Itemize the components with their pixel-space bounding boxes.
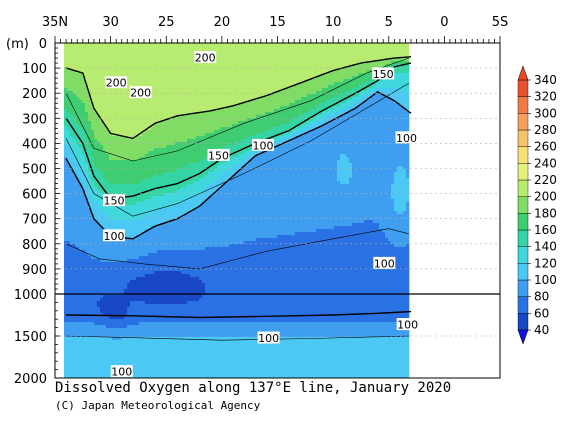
y-tick-label: 600: [22, 188, 47, 203]
y-tick-label: 800: [22, 238, 47, 253]
contour-label-bg: [105, 76, 128, 89]
contour-100-upper: [65, 91, 412, 240]
y-tick-label: 900: [22, 263, 47, 278]
contour-label: 150: [373, 68, 394, 81]
contour-label: 100: [103, 230, 124, 243]
colorbar-bin: [517, 146, 529, 164]
colorbar: 340 320 300 280 260 240 220 200 180 160 140 120 100 8…: [517, 65, 557, 345]
colorbar-bin: [517, 296, 529, 314]
contour-label: 100: [396, 132, 417, 145]
colorbar-label: 320: [534, 90, 557, 104]
contour-label-bg: [257, 331, 280, 344]
x-tick-label: 15: [269, 15, 286, 30]
y-tick-label: 200: [22, 87, 47, 102]
y-tick-label: 2000: [14, 372, 47, 387]
contour-label: 100: [397, 319, 418, 332]
contour-label-bg: [102, 194, 125, 207]
colorbar-label: 100: [534, 273, 557, 287]
colorbar-bin: [517, 313, 529, 331]
contour-100-deep: [66, 310, 412, 319]
contour-thin-80: [65, 228, 409, 270]
colorbar-bin: [517, 229, 529, 247]
x-tick-label: 5: [385, 15, 393, 30]
contour-label-bg: [372, 67, 395, 80]
colorbar-label: 140: [534, 240, 557, 254]
colorbar-label: 40: [534, 323, 549, 337]
colorbar-bin: [517, 263, 529, 281]
x-tick-label: 20: [214, 15, 231, 30]
x-tick-label: 30: [102, 15, 119, 30]
colorbar-label: 160: [534, 223, 557, 237]
colorbar-bin: [517, 163, 529, 181]
colorbar-bin: [517, 79, 529, 97]
y-tick-label: 300: [22, 112, 47, 127]
chart-title: Dissolved Oxygen along 137°E line, Janua…: [55, 380, 451, 396]
colorbar-bin: [517, 279, 529, 297]
contour-label-bg: [194, 51, 217, 64]
contour-label-bg: [395, 131, 418, 144]
y-tick-label: 0: [39, 37, 47, 52]
colorbar-label: 280: [534, 123, 557, 137]
colorbar-min-arrow: [517, 329, 529, 345]
colorbar-label: 260: [534, 140, 557, 154]
y-axis: 0 100 200 300 400 500 600 700 800 900 1000 1500 2000: [14, 37, 60, 387]
y-tick-label: 400: [22, 137, 47, 152]
x-tick-label: 25: [158, 15, 175, 30]
colorbar-label: 60: [534, 306, 549, 320]
contour-label: 100: [258, 332, 279, 345]
contour-label-bg: [102, 229, 125, 242]
contour-200: [65, 56, 412, 140]
colorbar-bin: [517, 96, 529, 114]
grid-lines: [55, 67, 500, 337]
colorbar-label: 200: [534, 190, 557, 204]
contour-label: 200: [195, 52, 216, 65]
y-tick-label: 100: [22, 62, 47, 77]
x-tick-label: 35N: [42, 15, 68, 30]
contour-label-bg: [252, 138, 275, 151]
colorbar-label: 180: [534, 206, 557, 220]
contour-label: 150: [103, 195, 124, 208]
y-tick-label: 1500: [14, 330, 47, 345]
contour-label: 200: [106, 77, 127, 90]
contour-label-bg: [129, 86, 152, 99]
y-tick-label: 700: [22, 213, 47, 228]
contour-label-bg: [207, 148, 230, 161]
colorbar-bin: [517, 196, 529, 214]
contour-label: 100: [253, 139, 274, 152]
colorbar-label: 80: [534, 290, 549, 304]
colorbar-max-arrow: [517, 65, 529, 81]
colorbar-label: 220: [534, 173, 557, 187]
colorbar-label: 120: [534, 256, 557, 270]
x-tick-label: 10: [325, 15, 342, 30]
x-tick-label: 5S: [492, 15, 509, 30]
colorbar-bin: [517, 246, 529, 264]
contour-label: 150: [208, 149, 229, 162]
x-axis: 35N 30 25 20 15 10 5 0 5S: [42, 15, 508, 43]
y-tick-label: 1000: [14, 288, 47, 303]
contour-thin-120: [65, 82, 409, 217]
y-axis-label: (m): [6, 37, 29, 52]
contour-label: 200: [130, 87, 151, 100]
contour-label-bg: [396, 318, 419, 331]
contour-lines: [65, 56, 412, 341]
colorbar-label: 340: [534, 73, 557, 87]
colorbar-label: 240: [534, 156, 557, 170]
colorbar-bin: [517, 213, 529, 231]
contour-label-bg: [373, 256, 396, 269]
colorbar-label: 300: [534, 106, 557, 120]
colorbar-bin: [517, 129, 529, 147]
contour-thin-180: [65, 57, 409, 162]
x-tick-label: 0: [440, 15, 448, 30]
contour-label: 100: [111, 366, 132, 379]
contour-label: 100: [374, 257, 395, 270]
chart-credit: (C) Japan Meteorological Agency: [55, 399, 261, 412]
contour-150: [65, 62, 412, 200]
y-tick-label: 500: [22, 163, 47, 178]
colorbar-bin: [517, 179, 529, 197]
contour-label-bg: [110, 365, 133, 378]
colorbar-bin: [517, 113, 529, 131]
